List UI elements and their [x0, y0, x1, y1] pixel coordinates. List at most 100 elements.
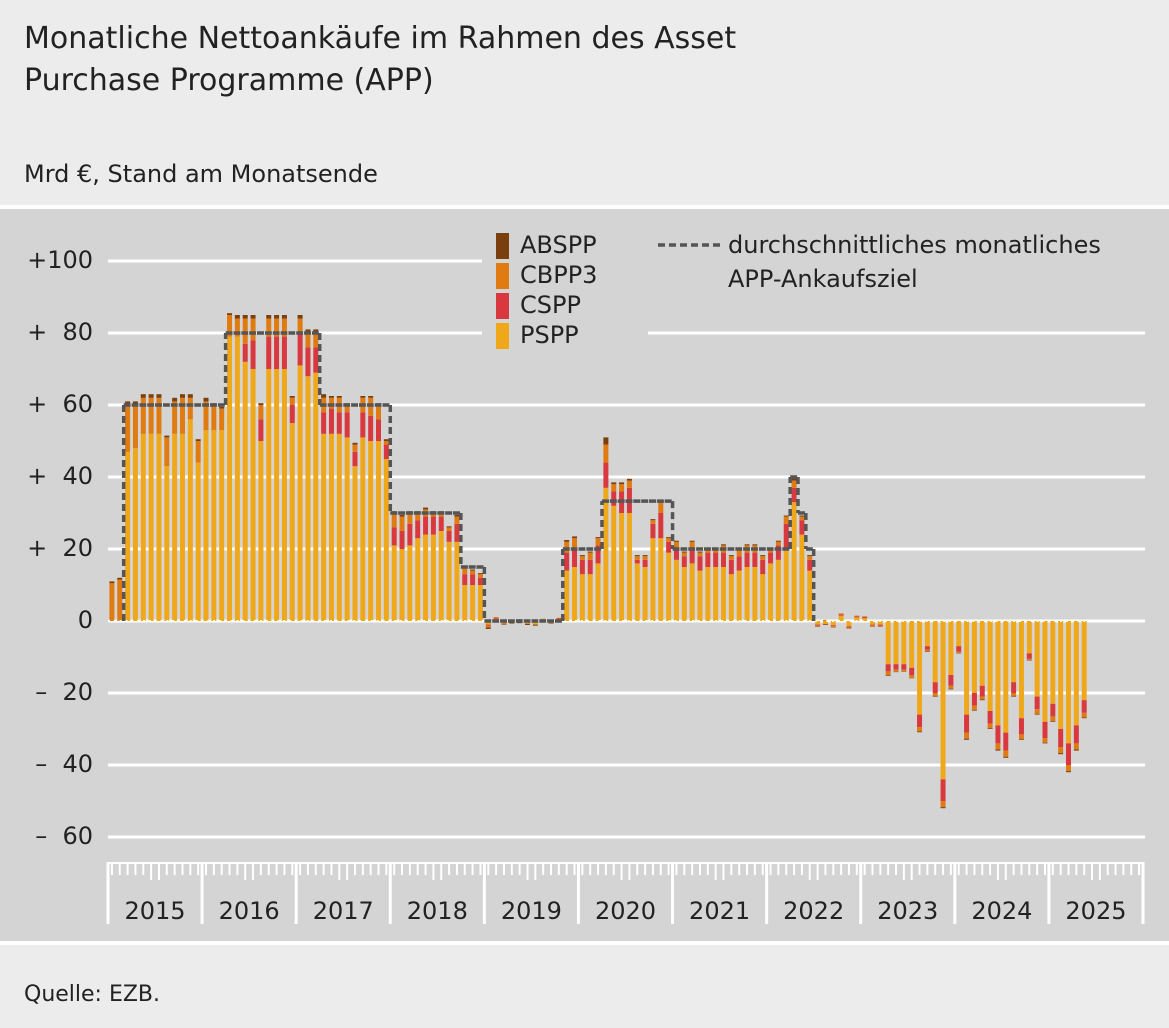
bar-segment	[783, 523, 789, 549]
bar-segment	[964, 621, 970, 715]
bar-segment	[140, 397, 146, 434]
bar-segment	[752, 567, 758, 621]
bar-segment	[477, 577, 483, 585]
bar-segment	[132, 448, 138, 621]
bar-segment	[721, 567, 727, 621]
bar-segment	[948, 685, 954, 689]
bar-segment	[430, 513, 436, 517]
bar-segment	[979, 699, 985, 701]
legend-label: PSPP	[520, 321, 579, 349]
bar-segment	[1050, 716, 1056, 722]
bar-segment	[274, 369, 280, 621]
bar-segment	[125, 405, 131, 452]
bar-segment	[846, 621, 852, 627]
bar-segment	[579, 559, 585, 575]
bar-segment	[156, 397, 162, 434]
bar-segment	[603, 487, 609, 621]
bar-segment	[125, 401, 131, 405]
bar-segment	[564, 552, 570, 571]
bar-segment	[862, 617, 868, 619]
bar-segment	[572, 567, 578, 621]
bar-segment	[313, 329, 319, 333]
y-tick-label: + 20	[27, 534, 93, 562]
bar-segment	[611, 484, 617, 492]
bar-segment	[242, 343, 248, 362]
y-tick-label: + 60	[27, 390, 93, 418]
bar-segment	[650, 538, 656, 621]
bar-segment	[815, 625, 821, 627]
bar-segment	[289, 397, 295, 405]
bar-segment	[195, 462, 201, 621]
x-tick-label: 2022	[783, 897, 844, 925]
bar-segment	[940, 621, 946, 780]
bar-segment	[760, 555, 766, 557]
bar-segment	[658, 538, 664, 621]
bar-segment	[524, 623, 530, 624]
bar-segment	[775, 559, 781, 621]
bar-segment	[328, 397, 334, 409]
bar-segment	[1066, 743, 1072, 765]
bar-segment	[713, 549, 719, 553]
bar-segment	[885, 671, 891, 675]
bar-segment	[258, 419, 264, 441]
bar-segment	[376, 419, 382, 441]
bar-segment	[281, 318, 287, 337]
x-tick-label: 2018	[407, 897, 468, 925]
bar-segment	[799, 516, 805, 521]
bar-segment	[242, 361, 248, 621]
bar-segment	[673, 559, 679, 621]
bar-segment	[815, 621, 821, 625]
bar-segment	[274, 315, 280, 319]
bar-segment	[1081, 717, 1087, 719]
legend-label: CBPP3	[520, 261, 597, 289]
bar-segment	[1011, 621, 1017, 683]
bar-segment	[956, 646, 962, 652]
legend-swatch	[496, 293, 509, 319]
bar-segment	[760, 559, 766, 575]
bar-segment	[822, 621, 828, 624]
bar-segment	[697, 551, 703, 553]
bar-segment	[603, 462, 609, 488]
bar-segment	[430, 534, 436, 621]
bar-segment	[1003, 756, 1009, 758]
bar-segment	[485, 627, 491, 629]
bar-segment	[172, 401, 178, 434]
bar-segment	[564, 541, 570, 553]
bar-segment	[799, 534, 805, 621]
bar-segment	[893, 669, 899, 672]
x-tick-label: 2016	[219, 897, 280, 925]
bar-segment	[164, 437, 170, 467]
bar-segment	[125, 451, 131, 621]
bar-segment	[454, 523, 460, 542]
bar-segment	[642, 559, 648, 567]
bar-segment	[462, 585, 468, 621]
bar-segment	[132, 405, 138, 449]
bar-segment	[556, 618, 562, 620]
x-tick-label: 2021	[689, 897, 750, 925]
bar-segment	[438, 513, 444, 517]
bar-segment	[281, 369, 287, 621]
bar-segment	[666, 537, 672, 539]
bar-segment	[783, 515, 789, 517]
bar-segment	[775, 541, 781, 546]
bar-segment	[768, 552, 774, 564]
bar-segment	[1003, 750, 1009, 757]
bar-segment	[1081, 700, 1087, 713]
bar-segment	[932, 682, 938, 693]
y-tick-label: – 40	[35, 750, 93, 778]
bar-segment	[1066, 621, 1072, 744]
bar-segment	[768, 563, 774, 621]
bar-segment	[830, 625, 836, 627]
bar-segment	[909, 667, 915, 675]
bar-segment	[807, 559, 813, 571]
bar-segment	[438, 531, 444, 621]
bar-segment	[932, 693, 938, 696]
bar-segment	[971, 693, 977, 706]
bar-segment	[909, 621, 915, 668]
bar-segment	[250, 318, 256, 341]
bar-segment	[305, 347, 311, 377]
bar-segment	[477, 573, 483, 575]
bar-segment	[564, 540, 570, 542]
bar-segment	[203, 430, 209, 621]
bar-segment	[1018, 739, 1024, 740]
